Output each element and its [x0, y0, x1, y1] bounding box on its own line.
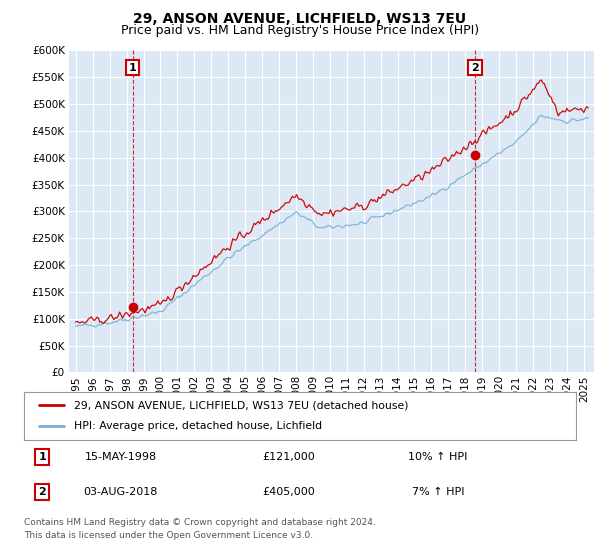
Text: Contains HM Land Registry data © Crown copyright and database right 2024.
This d: Contains HM Land Registry data © Crown c…	[24, 518, 376, 539]
Text: HPI: Average price, detached house, Lichfield: HPI: Average price, detached house, Lich…	[74, 421, 322, 431]
Text: 2: 2	[471, 63, 479, 73]
Text: 03-AUG-2018: 03-AUG-2018	[83, 487, 158, 497]
Text: 10% ↑ HPI: 10% ↑ HPI	[409, 452, 467, 462]
Text: 1: 1	[38, 452, 46, 462]
Text: 2: 2	[38, 487, 46, 497]
Text: 15-MAY-1998: 15-MAY-1998	[85, 452, 157, 462]
Text: £121,000: £121,000	[263, 452, 316, 462]
Text: 29, ANSON AVENUE, LICHFIELD, WS13 7EU: 29, ANSON AVENUE, LICHFIELD, WS13 7EU	[133, 12, 467, 26]
Text: 29, ANSON AVENUE, LICHFIELD, WS13 7EU (detached house): 29, ANSON AVENUE, LICHFIELD, WS13 7EU (d…	[74, 400, 408, 410]
Text: 1: 1	[129, 63, 137, 73]
Text: Price paid vs. HM Land Registry's House Price Index (HPI): Price paid vs. HM Land Registry's House …	[121, 24, 479, 36]
Text: 7% ↑ HPI: 7% ↑ HPI	[412, 487, 464, 497]
Text: £405,000: £405,000	[263, 487, 316, 497]
